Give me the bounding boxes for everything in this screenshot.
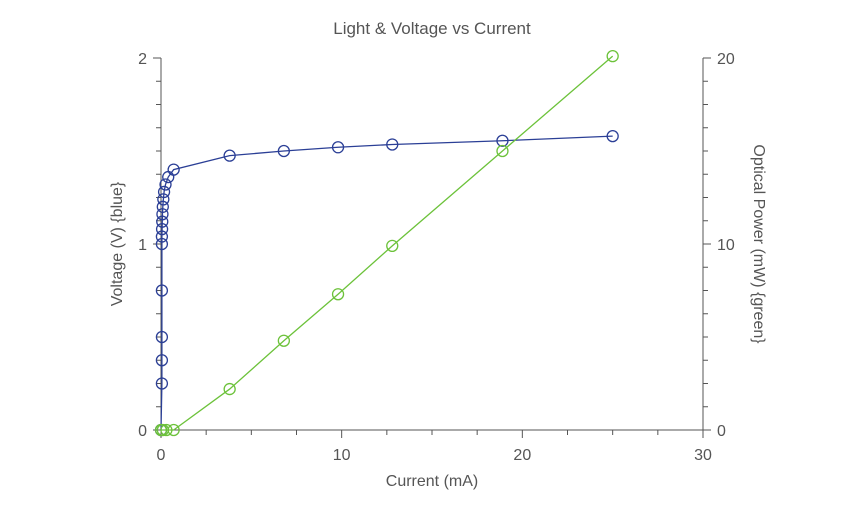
optical-power-point	[277, 334, 291, 347]
optical-power-series	[154, 49, 619, 437]
voltage-point	[155, 284, 169, 297]
voltage-point	[155, 330, 169, 344]
voltage-point	[386, 138, 399, 151]
left-y-tick-label: 1	[138, 237, 147, 254]
voltage-point	[155, 237, 169, 251]
voltage-point	[156, 200, 169, 213]
x-tick-label: 0	[157, 447, 166, 464]
voltage-point	[156, 208, 169, 221]
voltage-series	[154, 129, 619, 437]
voltage-line	[160, 135, 613, 431]
x-axis-label: Current (mA)	[386, 473, 478, 490]
left-y-tick-label: 2	[138, 51, 147, 68]
left-y-axis-label: Voltage (V) {blue}	[109, 181, 126, 306]
right-y-tick-label: 20	[717, 51, 735, 68]
voltage-point	[157, 193, 170, 206]
optical-power-point	[167, 423, 180, 437]
voltage-point	[159, 178, 172, 191]
optical-power-line	[161, 55, 614, 431]
optical-power-point	[331, 288, 345, 301]
voltage-point	[277, 144, 291, 158]
series-layer	[154, 49, 619, 437]
x-tick-label: 10	[333, 447, 351, 464]
left-y-tick-label: 0	[138, 423, 147, 440]
voltage-point	[155, 354, 169, 367]
voltage-point	[157, 185, 171, 199]
axis-ticks	[153, 57, 711, 438]
chart-title: Light & Voltage vs Current	[333, 19, 531, 38]
right-y-tick-label: 10	[717, 237, 735, 254]
optical-power-point	[160, 423, 173, 437]
voltage-point	[496, 134, 509, 147]
voltage-point	[223, 149, 236, 162]
x-tick-label: 30	[694, 447, 712, 464]
voltage-point	[155, 230, 169, 243]
right-y-axis-label: Optical Power (mW) {green}	[750, 144, 767, 344]
x-tick-label: 20	[513, 447, 531, 464]
right-y-tick-label: 0	[717, 423, 726, 440]
optical-power-point	[606, 49, 619, 63]
optical-power-point	[223, 382, 236, 396]
voltage-point	[155, 222, 169, 236]
voltage-point	[606, 129, 619, 143]
optical-power-point	[496, 144, 509, 158]
optical-power-point	[386, 239, 399, 253]
voltage-point	[167, 163, 180, 176]
voltage-point	[156, 215, 169, 228]
voltage-point	[155, 377, 169, 390]
voltage-point	[331, 141, 345, 154]
